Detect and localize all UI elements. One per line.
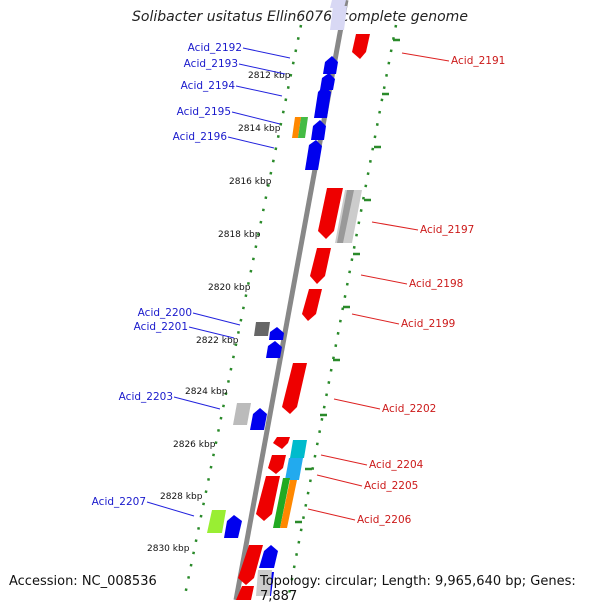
gene-block[interactable] xyxy=(280,480,297,528)
gene-block[interactable] xyxy=(207,510,226,533)
gene-arrow-forward[interactable] xyxy=(305,140,322,170)
gene-arrow-forward[interactable] xyxy=(266,341,282,358)
tick-label: 2820 kbp xyxy=(208,283,251,293)
gene-block[interactable] xyxy=(337,190,354,243)
gene-arrow-forward[interactable] xyxy=(259,545,278,568)
forward-strand-genes xyxy=(224,0,346,596)
gene-arrow-reverse[interactable] xyxy=(238,545,263,585)
gene-arrow-reverse[interactable] xyxy=(268,455,286,474)
map-title: Solibacter usitatus Ellin6076, complete … xyxy=(132,9,468,25)
gene-arrow-reverse[interactable] xyxy=(236,586,254,600)
gene-arrow-forward[interactable] xyxy=(323,56,338,74)
right-gene-labels: Acid_2191 Acid_2197 Acid_2198 Acid_2199 … xyxy=(357,55,505,526)
gene-block[interactable] xyxy=(256,570,272,596)
tick-label: 2828 kbp xyxy=(160,492,203,502)
gene-label-acid-2199[interactable]: Acid_2199 xyxy=(401,318,455,330)
tick-label: 2814 kbp xyxy=(238,124,281,134)
gene-label-acid-2203[interactable]: Acid_2203 xyxy=(119,391,173,403)
gene-block[interactable] xyxy=(298,117,308,138)
right-callout-lines xyxy=(307,52,450,521)
gene-arrow-forward[interactable] xyxy=(311,120,326,140)
tick-label: 2830 kbp xyxy=(147,544,190,554)
gene-label-acid-2207[interactable]: Acid_2207 xyxy=(92,496,146,508)
tick-label: 2826 kbp xyxy=(173,440,216,450)
gene-label-acid-2195[interactable]: Acid_2195 xyxy=(177,106,231,118)
tick-label: 2816 kbp xyxy=(229,177,272,187)
outer-dotted-boundary xyxy=(286,24,398,600)
gene-arrow-reverse[interactable] xyxy=(310,248,331,284)
gene-arrow-forward[interactable] xyxy=(320,73,335,90)
gene-block[interactable] xyxy=(330,6,347,30)
tick-labels: 2812 kbp 2814 kbp 2816 kbp 2818 kbp 2820… xyxy=(147,71,291,554)
gene-arrow-forward[interactable] xyxy=(314,86,331,118)
accession-text: Accession: NC_008536 xyxy=(9,574,157,589)
gene-label-acid-2206[interactable]: Acid_2206 xyxy=(357,514,412,526)
tick-label: 2824 kbp xyxy=(185,387,228,397)
gene-arrow-reverse[interactable] xyxy=(318,188,343,239)
gene-label-acid-2200[interactable]: Acid_2200 xyxy=(138,307,192,319)
inner-dotted-boundary xyxy=(182,24,303,600)
gene-label-acid-2192[interactable]: Acid_2192 xyxy=(188,42,242,54)
gene-arrow-reverse[interactable] xyxy=(302,289,322,321)
gene-label-acid-2193[interactable]: Acid_2193 xyxy=(184,58,238,70)
tick-label: 2822 kbp xyxy=(196,336,239,346)
reverse-strand-genes xyxy=(236,34,370,600)
gene-label-acid-2196[interactable]: Acid_2196 xyxy=(173,131,228,143)
gene-block[interactable] xyxy=(290,440,307,458)
gene-block[interactable] xyxy=(273,478,290,528)
tick-label: 2818 kbp xyxy=(218,230,261,240)
gene-label-acid-2201[interactable]: Acid_2201 xyxy=(134,321,188,333)
gene-arrow-reverse[interactable] xyxy=(256,476,280,521)
gene-block[interactable] xyxy=(285,458,303,480)
gene-label-acid-2197[interactable]: Acid_2197 xyxy=(420,224,474,236)
gene-label-acid-2191[interactable]: Acid_2191 xyxy=(451,55,505,67)
gene-arrow-forward[interactable] xyxy=(250,408,267,430)
gene-arrow-forward[interactable] xyxy=(269,327,284,340)
gene-label-acid-2194[interactable]: Acid_2194 xyxy=(181,80,236,92)
gene-arrow-reverse[interactable] xyxy=(282,363,307,414)
gene-label-acid-2202[interactable]: Acid_2202 xyxy=(382,403,436,415)
left-gene-labels: Acid_2192 Acid_2193 Acid_2194 Acid_2195 … xyxy=(92,42,242,508)
gene-arrow-reverse[interactable] xyxy=(273,437,290,449)
gene-block[interactable] xyxy=(254,322,270,336)
tick-label: 2812 kbp xyxy=(248,71,291,81)
gene-arrow-forward[interactable] xyxy=(224,515,242,538)
gene-label-acid-2205[interactable]: Acid_2205 xyxy=(364,480,418,492)
gene-arrow-reverse[interactable] xyxy=(352,34,370,59)
gene-label-acid-2198[interactable]: Acid_2198 xyxy=(409,278,463,290)
outer-major-ticks xyxy=(295,38,400,524)
gene-block[interactable] xyxy=(233,403,251,425)
other-genes xyxy=(207,0,362,596)
left-callout-lines xyxy=(146,47,291,517)
gene-label-acid-2204[interactable]: Acid_2204 xyxy=(369,459,424,471)
